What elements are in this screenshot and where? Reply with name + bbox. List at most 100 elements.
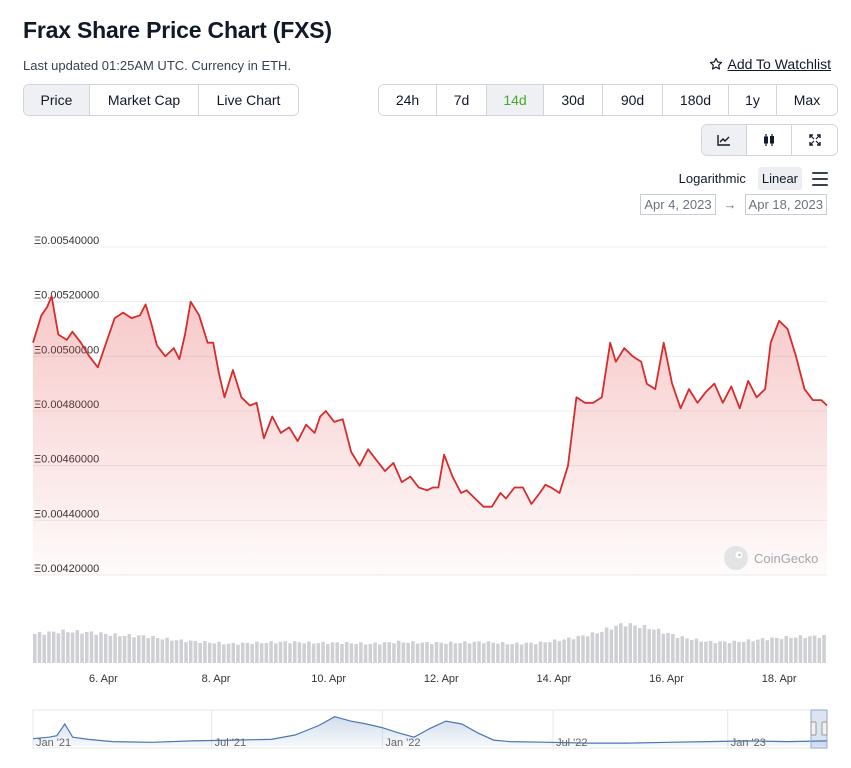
date-from-input[interactable]: Apr 4, 2023 [640, 194, 716, 215]
range-7d[interactable]: 7d [437, 85, 487, 115]
volume-bar [477, 641, 481, 663]
volume-bar [434, 642, 439, 663]
volume-bar [600, 631, 604, 663]
tab-market-cap[interactable]: Market Cap [90, 85, 199, 115]
logarithmic-option[interactable]: Logarithmic [678, 171, 746, 186]
volume-bar [363, 644, 368, 663]
volume-bar [675, 637, 680, 663]
volume-bar [420, 642, 425, 663]
volume-bar [42, 634, 46, 663]
range-30d[interactable]: 30d [544, 85, 603, 115]
volume-bar [392, 643, 396, 663]
volume-bar [80, 633, 84, 663]
volume-bar [288, 643, 292, 663]
volume-bar [633, 625, 637, 663]
navigator-handle-left[interactable] [810, 721, 817, 736]
volume-bar [538, 641, 543, 663]
volume-bar [170, 640, 174, 663]
volume-bar [226, 643, 231, 663]
volume-bar [581, 635, 585, 663]
volume-bar [193, 641, 198, 663]
y-tick-label: Ξ0.00540000 [34, 235, 99, 247]
x-tick-label: 14. Apr [536, 673, 571, 685]
hamburger-menu-icon[interactable] [812, 171, 828, 186]
volume-bar [822, 635, 826, 663]
range-1y[interactable]: 1y [729, 85, 777, 115]
volume-bar [557, 641, 562, 663]
volume-bar [302, 643, 306, 663]
linear-option[interactable]: Linear [757, 167, 802, 190]
volume-bar [396, 640, 401, 663]
volume-bar [283, 641, 288, 663]
volume-bar [354, 644, 358, 663]
volume-bar [411, 641, 415, 663]
volume-bar [510, 643, 514, 663]
tab-live-chart[interactable]: Live Chart [199, 85, 298, 115]
navigator-handle-right[interactable] [821, 721, 828, 736]
volume-bar [812, 635, 817, 663]
volume-bar [529, 642, 533, 663]
volume-bar [524, 642, 529, 663]
volume-bar [472, 641, 477, 663]
volume-bar [793, 637, 798, 663]
volume-bar [250, 644, 254, 663]
volume-bar [647, 629, 651, 663]
expand-icon [808, 134, 821, 146]
price-line [32, 295, 828, 508]
volume-bar [321, 641, 325, 663]
volume-bars [33, 623, 826, 663]
volume-bar [113, 633, 117, 663]
line-view-button[interactable] [702, 125, 747, 155]
range-90d[interactable]: 90d [603, 85, 663, 115]
volume-bar [127, 634, 132, 663]
volume-bar [89, 631, 94, 663]
navigator[interactable]: Jan '21 Jul '21 Jan '22 Jul '22 Jan '23 [32, 709, 828, 749]
volume-bar [732, 640, 737, 663]
coingecko-logo-icon [724, 546, 748, 570]
volume-bar [37, 632, 42, 663]
volume-bar [430, 644, 434, 663]
volume-bar [708, 640, 713, 663]
volume-bar [713, 643, 718, 663]
range-24h[interactable]: 24h [379, 85, 437, 115]
volume-bar [311, 643, 316, 663]
volume-bar [803, 638, 807, 663]
volume-bar [368, 643, 373, 663]
volume-bar [84, 631, 89, 663]
volume-bar [66, 632, 70, 663]
volume-bar [562, 639, 566, 663]
volume-bar [623, 626, 628, 663]
candlestick-view-button[interactable] [747, 125, 792, 155]
date-to-input[interactable]: Apr 18, 2023 [744, 194, 827, 215]
range-180d[interactable]: 180d [663, 85, 729, 115]
volume-bar [382, 642, 387, 663]
volume-bar [340, 644, 344, 663]
tab-price[interactable]: Price [24, 85, 90, 115]
volume-bar [751, 641, 755, 663]
time-range-tabs: 24h 7d 14d 30d 90d 180d 1y Max [378, 84, 838, 116]
volume-bar [543, 642, 547, 663]
price-chart[interactable]: Ξ0.00540000Ξ0.00520000Ξ0.00500000Ξ0.0048… [0, 225, 851, 755]
volume-bar [439, 642, 443, 663]
volume-bar [491, 642, 495, 663]
navigator-tick-label: Jul '22 [556, 737, 587, 749]
add-to-watchlist-label: Add To Watchlist [727, 56, 832, 72]
volume-bar [307, 641, 311, 663]
volume-bar [212, 643, 217, 663]
range-14d[interactable]: 14d [487, 85, 544, 115]
volume-bar [533, 644, 538, 663]
price-area [33, 296, 827, 575]
volume-bar [505, 644, 510, 663]
volume-bar [723, 641, 727, 663]
fullscreen-button[interactable] [792, 125, 837, 155]
volume-bar [595, 633, 599, 663]
volume-bar [779, 639, 784, 663]
x-tick-label: 10. Apr [311, 673, 346, 685]
range-max[interactable]: Max [777, 85, 837, 115]
volume-bar [274, 643, 278, 663]
volume-bar [222, 644, 226, 663]
volume-bar [628, 623, 633, 663]
volume-bar [160, 639, 165, 663]
add-to-watchlist-button[interactable]: Add To Watchlist [709, 56, 832, 72]
page-title: Frax Share Price Chart (FXS) [23, 17, 332, 43]
